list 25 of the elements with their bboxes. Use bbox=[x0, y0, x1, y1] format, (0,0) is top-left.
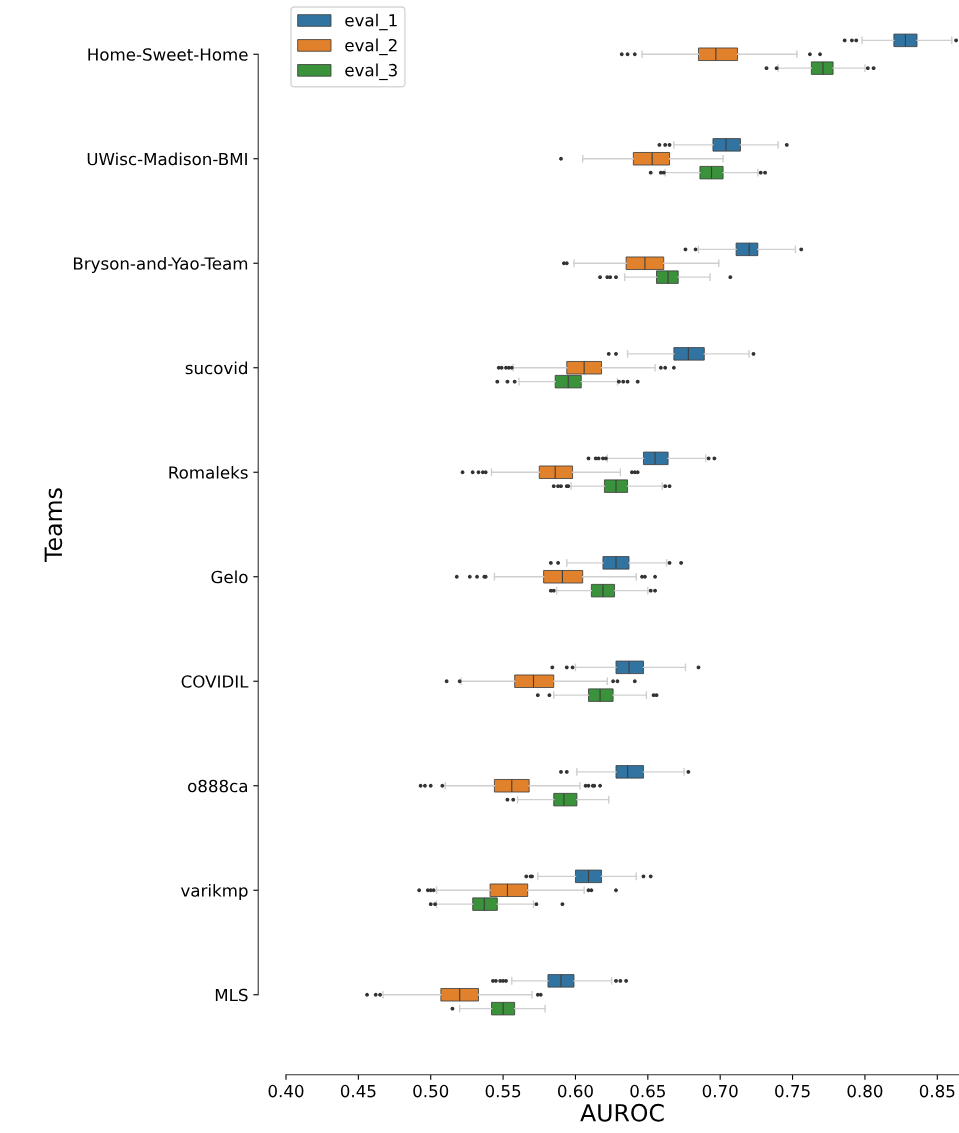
x-tick-label: 0.55 bbox=[485, 1084, 521, 1098]
x-tick-label: 0.40 bbox=[268, 1084, 304, 1098]
y-tick-label: MLS bbox=[215, 988, 248, 1002]
y-tick-label: COVIDIL bbox=[181, 675, 249, 688]
y-tick-label: Romaleks bbox=[169, 465, 248, 479]
y-tick-label: varikmp bbox=[180, 883, 248, 901]
y-axis-title: Teams bbox=[44, 488, 63, 562]
y-tick-label: Bryson-and-Yao-Team bbox=[73, 256, 248, 274]
legend-label: eval_2 bbox=[345, 38, 397, 56]
x-tick-label: 0.50 bbox=[413, 1084, 449, 1098]
y-tick-label: UWisc-Madison-BMI bbox=[87, 152, 247, 166]
y-tick-label: Gelo bbox=[211, 570, 248, 584]
y-tick-label: Home-Sweet-Home bbox=[88, 48, 248, 61]
x-tick-label: 0.85 bbox=[919, 1084, 955, 1098]
x-tick-label: 0.70 bbox=[702, 1084, 738, 1098]
x-tick-label: 0.75 bbox=[775, 1084, 810, 1098]
y-tick-label: sucovid bbox=[185, 361, 247, 375]
legend-label: eval_3 bbox=[345, 63, 397, 81]
x-tick-label: 0.80 bbox=[847, 1084, 883, 1098]
legend-label: eval_1 bbox=[345, 13, 397, 31]
y-tick-label: o888ca bbox=[188, 779, 247, 793]
x-tick-label: 0.65 bbox=[630, 1084, 665, 1098]
x-tick-label: 0.45 bbox=[340, 1084, 376, 1098]
x-axis-title: AUROC bbox=[580, 1103, 664, 1122]
x-tick-label: 0.60 bbox=[558, 1084, 593, 1098]
